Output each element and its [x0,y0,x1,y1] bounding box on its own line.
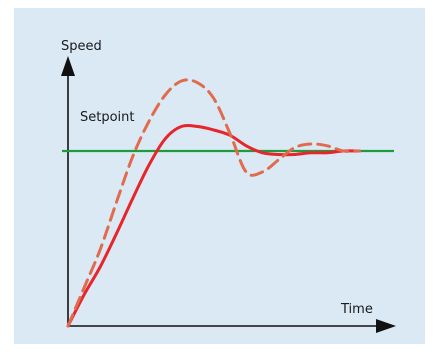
x-axis-arrow-icon [376,319,396,333]
y-axis-arrow-icon [61,56,75,76]
series-line-solid [66,123,362,328]
setpoint-label: Setpoint [80,110,135,125]
y-axis-label: Speed [61,39,102,54]
x-axis-label: Time [340,302,373,317]
series-line-dashed [66,78,362,328]
